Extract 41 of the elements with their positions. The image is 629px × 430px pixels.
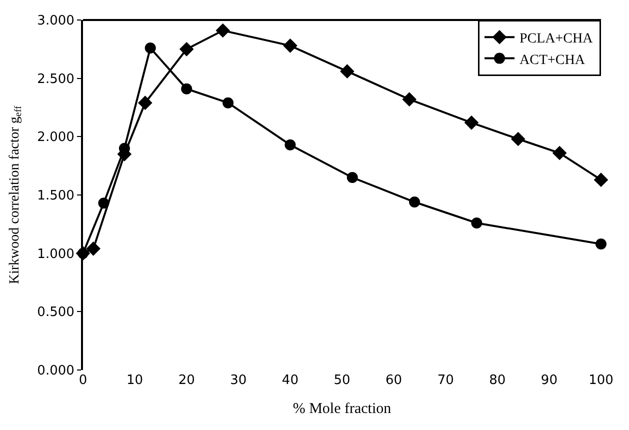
- point: [510, 132, 526, 146]
- point: [138, 96, 152, 110]
- point: [340, 64, 354, 78]
- x-axis-title: % Mole fraction: [292, 401, 392, 417]
- x-tick-label: 10: [126, 373, 144, 388]
- x-tick-label: 90: [540, 373, 558, 388]
- x-tick-label: 80: [489, 373, 506, 388]
- point: [409, 196, 420, 208]
- x-tick-label: 60: [386, 373, 402, 388]
- point: [402, 92, 416, 106]
- x-tick-label: 0: [78, 373, 88, 388]
- point: [216, 23, 230, 38]
- legend-label: PCLA+CHA: [520, 32, 594, 47]
- point: [471, 218, 482, 228]
- y-tick-label: 2.500: [37, 72, 74, 87]
- point: [464, 116, 479, 130]
- point: [98, 198, 110, 209]
- y-tick-label: 0.500: [37, 305, 74, 320]
- x-tick-label: 100: [588, 373, 614, 388]
- point: [222, 97, 234, 108]
- y-tick-label: 1.500: [37, 188, 74, 204]
- y-tick-label: 2.000: [37, 130, 74, 146]
- point: [284, 139, 296, 150]
- y-tick-label: 3.000: [37, 14, 74, 29]
- x-tick-label: 30: [230, 373, 247, 388]
- point: [346, 172, 358, 183]
- point: [144, 42, 156, 54]
- x-tick-label: 70: [437, 373, 454, 388]
- legend-label: ACT+CHA: [520, 52, 586, 68]
- x-tick-label: 50: [334, 373, 350, 388]
- x-tick-label: 20: [178, 373, 195, 388]
- y-tick-label: 0.000: [37, 364, 74, 379]
- point: [181, 83, 192, 94]
- point: [86, 242, 101, 256]
- point: [596, 238, 606, 250]
- point: [552, 146, 567, 160]
- x-tick-label: 40: [282, 373, 298, 388]
- point: [594, 172, 608, 187]
- y-tick-label: 1.000: [37, 246, 74, 262]
- point: [179, 42, 194, 56]
- point: [283, 38, 298, 53]
